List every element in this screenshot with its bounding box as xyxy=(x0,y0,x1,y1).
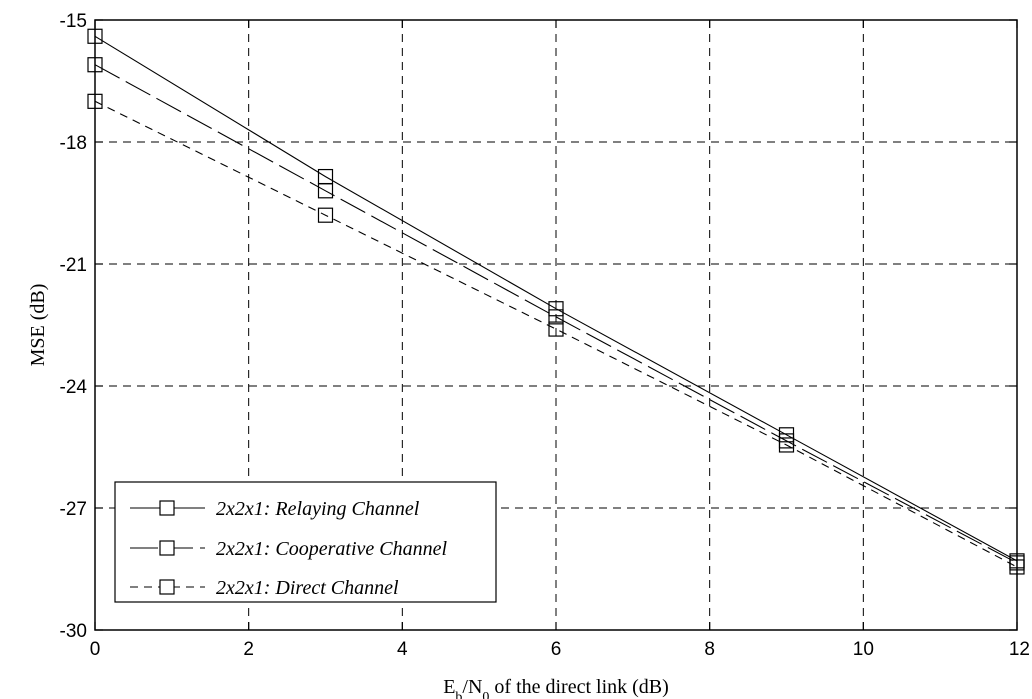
series-line-2 xyxy=(94,64,1018,564)
x-axis-title: Eb/N0 of the direct link (dB) xyxy=(443,676,669,699)
data-point-marker xyxy=(317,207,334,223)
y-axis-ticks: -30 -27 -24 -21 -18 -15 xyxy=(60,11,1017,642)
x-tick-label: 2 xyxy=(243,639,254,660)
data-point-marker xyxy=(317,183,334,199)
legend-marker xyxy=(159,540,175,556)
y-tick-label: -30 xyxy=(60,621,87,642)
legend: 2x2x1: Relaying Channel 2x2x1: Cooperativ… xyxy=(114,481,497,603)
data-point-marker xyxy=(548,301,564,317)
y-tick-label: -15 xyxy=(60,11,87,32)
data-point-marker xyxy=(778,437,795,453)
x-axis-ticks: 0 2 4 6 8 10 12 xyxy=(90,20,1030,660)
y-tick-label: -24 xyxy=(60,377,88,398)
x-tick-label: 6 xyxy=(551,639,562,660)
legend-marker xyxy=(159,579,175,595)
series-line-1 xyxy=(94,35,1018,562)
legend-label-2: 2x2x1: Cooperative Channel xyxy=(216,538,447,560)
x-tick-label: 8 xyxy=(704,639,715,660)
y-axis-title: MSE (dB) xyxy=(27,284,49,367)
data-point-marker xyxy=(548,309,564,325)
x-tick-label: 10 xyxy=(853,639,874,660)
legend-label-1: 2x2x1: Relaying Channel xyxy=(216,498,420,520)
legend-box xyxy=(114,481,497,603)
x-tick-label: 4 xyxy=(397,639,408,660)
x-tick-label: 0 xyxy=(90,639,101,660)
legend-marker xyxy=(159,500,175,516)
y-tick-label: -18 xyxy=(60,133,87,154)
y-tick-label: -21 xyxy=(60,255,87,276)
legend-label-3: 2x2x1: Direct Channel xyxy=(216,577,399,599)
y-tick-label: -27 xyxy=(60,499,87,520)
series-line-3 xyxy=(94,100,1018,568)
x-tick-label: 12 xyxy=(1009,639,1030,660)
series-lines xyxy=(94,35,1018,568)
data-point-marker xyxy=(548,321,564,337)
